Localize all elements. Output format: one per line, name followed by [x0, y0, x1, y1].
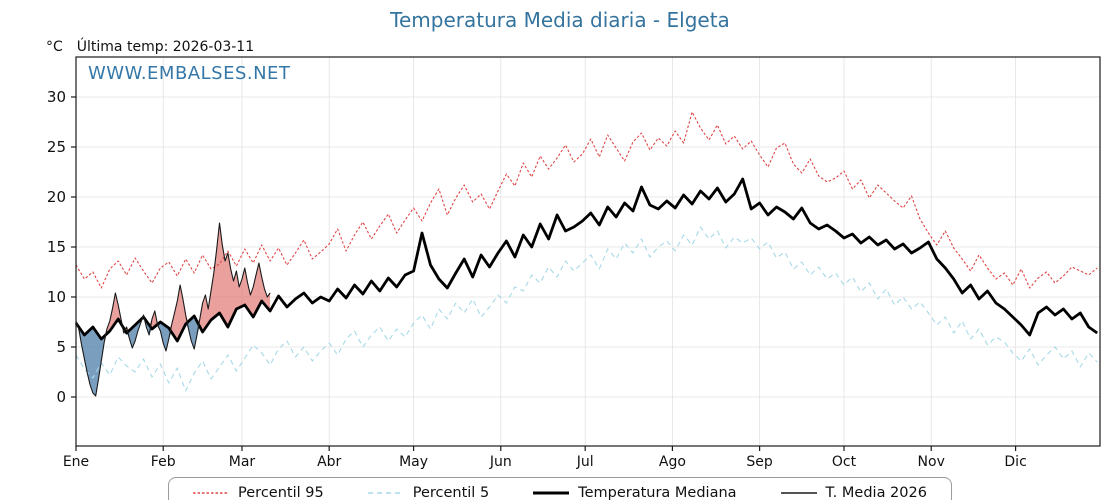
percentil95-line-sample	[193, 488, 230, 498]
chart-title: Temperatura Media diaria - Elgeta	[390, 8, 730, 32]
legend-item-percentil95: Percentil 95	[193, 485, 324, 500]
temperature-chart: 0 5 10 15 20 25 30 Ene Feb Mar Abr May Jun Jul Ago Sep O…	[47, 56, 1101, 470]
y-axis-unit-label: °C	[46, 39, 63, 55]
y-tick-label: 25	[47, 138, 66, 156]
mediana-line-sample	[533, 488, 570, 498]
legend-item-tmedia2026: T. Media 2026	[780, 485, 927, 500]
legend-item-mediana: Temperatura Mediana	[533, 485, 737, 500]
y-tick-label: 20	[47, 188, 66, 206]
fill-below-median	[76, 301, 271, 396]
y-tick-label: 30	[47, 88, 66, 106]
plot-frame	[75, 56, 1101, 447]
legend-label-tmedia2026: T. Media 2026	[825, 485, 927, 500]
series-median-line	[74, 177, 1099, 343]
subtitle-row: °C Última temp: 2026-03-11	[46, 39, 254, 55]
last-temp-label: Última temp: 2026-03-11	[76, 39, 255, 55]
legend-label-percentil5: Percentil 5	[412, 485, 490, 500]
series-p5-line	[75, 226, 1098, 392]
series-p95-line	[75, 111, 1098, 289]
x-tick-label: Feb	[151, 454, 176, 470]
x-tick-label: Jul	[576, 454, 594, 470]
y-tick-label: 15	[47, 238, 66, 256]
fill-above-median	[76, 223, 271, 341]
x-tick-label: Dic	[1004, 454, 1026, 470]
y-tick-label: 5	[56, 338, 66, 356]
tmedia2026-line-sample	[780, 488, 817, 498]
x-tick-label: Jun	[489, 454, 512, 470]
x-tick-label: Sep	[746, 454, 773, 470]
x-tick-label: Nov	[918, 454, 945, 470]
x-tick-label: Ago	[659, 454, 686, 470]
x-tick-label: Oct	[832, 454, 857, 470]
x-tick-label: Abr	[317, 454, 341, 470]
x-tick-label: Mar	[229, 454, 256, 470]
x-tick-label: May	[399, 454, 428, 470]
x-tick-label: Ene	[63, 454, 89, 470]
legend-label-mediana: Temperatura Mediana	[578, 485, 737, 500]
y-tick-label: 0	[56, 388, 66, 406]
legend-item-percentil5: Percentil 5	[367, 485, 490, 500]
legend-label-percentil95: Percentil 95	[238, 485, 324, 500]
series-t2026-line	[75, 222, 271, 397]
percentil5-line-sample	[367, 488, 404, 498]
legend: Percentil 95 Percentil 5 Temperatura Med…	[168, 477, 952, 500]
watermark: WWW.EMBALSES.NET	[88, 63, 291, 84]
y-tick-label: 10	[47, 288, 66, 306]
